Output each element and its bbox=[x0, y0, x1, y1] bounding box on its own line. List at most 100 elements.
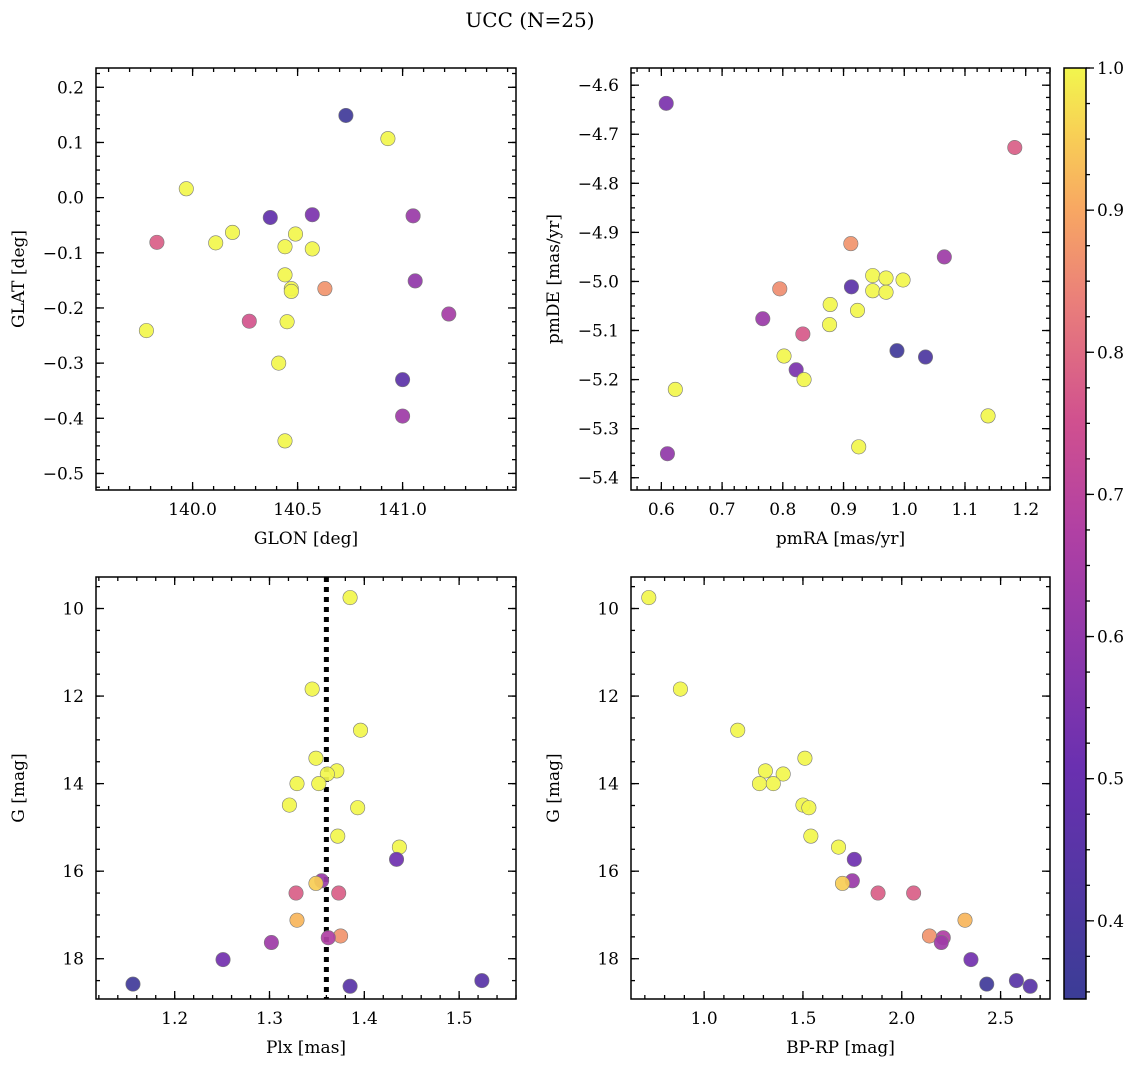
data-point bbox=[320, 930, 336, 946]
x-tick-label: 1.0 bbox=[891, 500, 918, 520]
plot-frame bbox=[95, 67, 517, 491]
data-point bbox=[125, 976, 141, 992]
x-tick-label: 2.0 bbox=[888, 1009, 915, 1029]
data-point bbox=[730, 722, 746, 738]
data-point bbox=[338, 107, 354, 123]
y-tick-label: −5.0 bbox=[578, 272, 619, 292]
x-tick-label: 141.0 bbox=[378, 500, 427, 520]
data-point bbox=[889, 343, 905, 359]
y-tick-label: 14 bbox=[62, 775, 84, 795]
x-tick-label: 1.0 bbox=[691, 1009, 718, 1029]
x-axis-label: GLON [deg] bbox=[254, 529, 358, 549]
data-point bbox=[641, 590, 657, 606]
data-point bbox=[843, 236, 859, 252]
data-point bbox=[751, 776, 767, 792]
y-axis-label: pmDE [mas/yr] bbox=[544, 214, 564, 344]
y-tick-label: −0.5 bbox=[43, 464, 84, 484]
data-point bbox=[304, 241, 320, 257]
y-axis-label: GLAT [deg] bbox=[9, 230, 29, 328]
data-point bbox=[350, 800, 366, 816]
x-tick-label: 140.0 bbox=[168, 500, 217, 520]
data-point bbox=[277, 239, 293, 255]
x-tick-label: 1.3 bbox=[256, 1009, 283, 1029]
colorbar-frame bbox=[1063, 67, 1087, 1000]
data-point bbox=[1007, 139, 1023, 155]
data-point bbox=[391, 839, 407, 855]
data-point bbox=[289, 776, 305, 792]
panel-glon-glat: 140.0 140.5 141.0 0.2 0.1 0.0 −0.1 −0.2 −0.3 −0.4… bbox=[9, 67, 517, 549]
data-point bbox=[279, 314, 295, 330]
data-point bbox=[658, 95, 674, 111]
data-point bbox=[277, 267, 293, 283]
colorbar: 0.4 0.5 0.6 0.7 0.8 0.9 1.0 bbox=[1063, 59, 1124, 1000]
plot-frame bbox=[95, 576, 517, 1000]
data-point bbox=[796, 372, 812, 388]
y-tick-label: 0.2 bbox=[57, 78, 84, 98]
data-point bbox=[895, 272, 911, 288]
y-tick-label: 0.1 bbox=[57, 133, 84, 153]
data-point bbox=[772, 281, 788, 297]
y-tick-label: −0.2 bbox=[43, 299, 84, 319]
data-point bbox=[395, 372, 411, 388]
data-point bbox=[331, 885, 347, 901]
y-tick-label: −5.3 bbox=[578, 420, 619, 440]
data-point bbox=[865, 268, 881, 284]
y-axis-label: G [mag] bbox=[9, 753, 29, 822]
x-tick-label: 1.1 bbox=[951, 500, 978, 520]
data-point bbox=[289, 912, 305, 928]
y-tick-label: −5.4 bbox=[578, 469, 619, 489]
data-point bbox=[846, 851, 862, 867]
y-tick-label: 16 bbox=[597, 862, 619, 882]
y-tick-label: 18 bbox=[62, 950, 84, 970]
data-point bbox=[308, 875, 324, 891]
data-point bbox=[308, 750, 324, 766]
data-point bbox=[795, 326, 811, 342]
data-point bbox=[281, 797, 297, 813]
y-tick-label: −0.4 bbox=[43, 409, 84, 429]
data-point bbox=[659, 446, 675, 462]
panel-plx-g: 1.2 1.3 1.4 1.5 10 12 14 16 18 Plx [mas] G [mag] bbox=[9, 576, 517, 1058]
panel-bprp-g: 1.0 1.5 2.0 2.5 10 12 14 16 18 BP-RP [mag] G [mag] bbox=[544, 576, 1051, 1058]
x-tick-label: 0.9 bbox=[830, 500, 857, 520]
data-point bbox=[755, 311, 771, 327]
data-point bbox=[319, 766, 335, 782]
data-point bbox=[788, 362, 804, 378]
data-point bbox=[979, 976, 995, 992]
colorbar-tick-label: 1.0 bbox=[1097, 59, 1124, 79]
data-point bbox=[797, 750, 813, 766]
x-tick-label: 0.8 bbox=[769, 500, 796, 520]
data-point bbox=[822, 317, 838, 333]
data-point bbox=[801, 800, 817, 816]
data-point bbox=[757, 763, 773, 779]
y-tick-label: 10 bbox=[597, 600, 619, 620]
data-point bbox=[851, 439, 867, 455]
data-point bbox=[208, 235, 224, 251]
data-point bbox=[304, 681, 320, 697]
y-tick-label: 12 bbox=[597, 687, 619, 707]
x-axis-label: BP-RP [mag] bbox=[786, 1038, 895, 1058]
data-point bbox=[831, 839, 847, 855]
panel-pmra-pmde: 0.6 0.7 0.8 0.9 1.0 1.1 1.2 −4.6 −4.7 −4.8 −4.9 −5.… bbox=[544, 67, 1051, 549]
y-tick-label: 14 bbox=[597, 775, 619, 795]
data-point bbox=[380, 131, 396, 147]
data-point bbox=[330, 828, 346, 844]
data-point bbox=[353, 722, 369, 738]
data-point bbox=[906, 885, 922, 901]
data-point bbox=[918, 349, 934, 365]
data-point bbox=[878, 284, 894, 300]
data-point bbox=[405, 208, 421, 224]
colorbar-tick-label: 0.8 bbox=[1097, 343, 1124, 363]
data-point bbox=[225, 224, 241, 240]
colorbar-gradient bbox=[1064, 68, 1086, 999]
data-point bbox=[474, 973, 490, 989]
data-point bbox=[342, 590, 358, 606]
x-tick-label: 1.2 bbox=[161, 1009, 188, 1029]
data-point bbox=[878, 270, 894, 286]
data-point bbox=[865, 283, 881, 299]
data-point bbox=[271, 355, 287, 371]
y-tick-label: 10 bbox=[62, 600, 84, 620]
x-tick-label: 1.5 bbox=[446, 1009, 473, 1029]
colorbar-tick-label: 0.4 bbox=[1097, 912, 1124, 932]
y-tick-label: −4.9 bbox=[578, 223, 619, 243]
data-point bbox=[963, 952, 979, 968]
